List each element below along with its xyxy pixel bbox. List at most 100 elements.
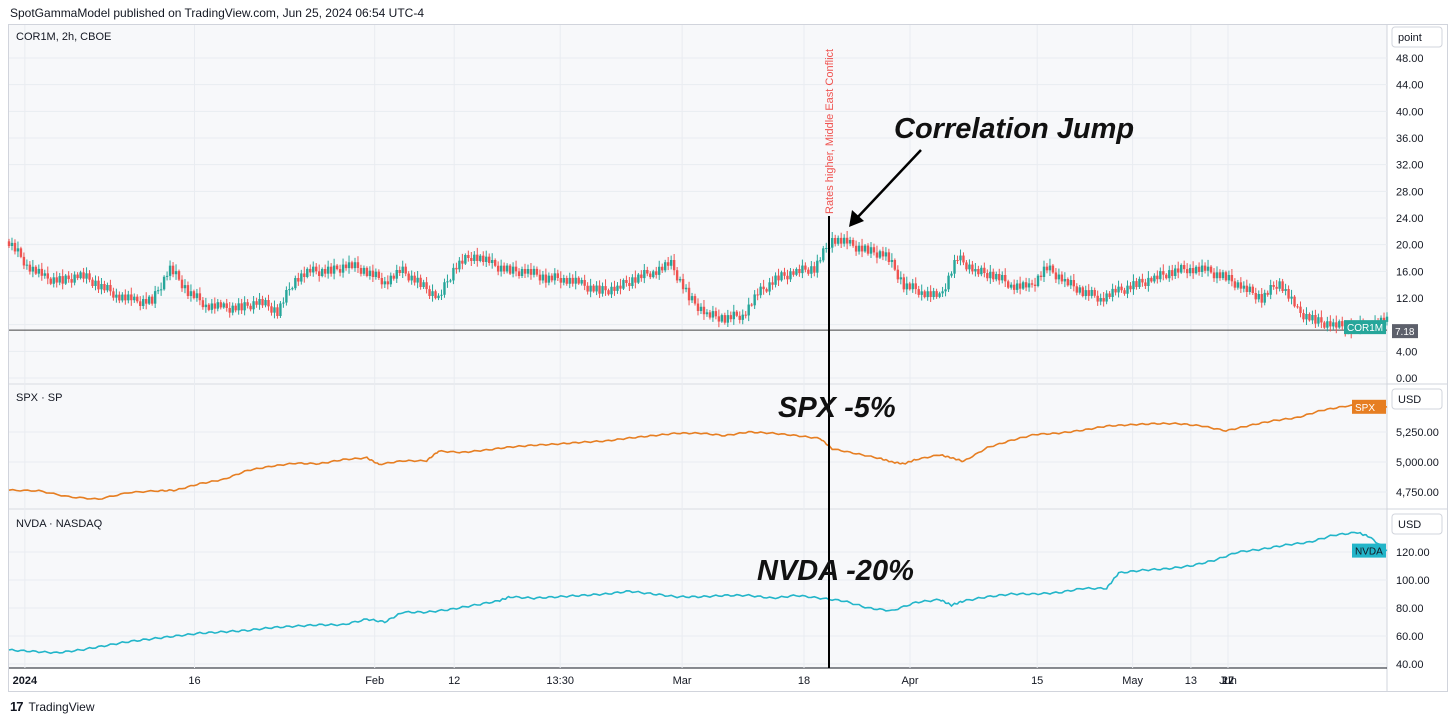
cor1m-candle-body (947, 275, 950, 290)
cor1m-candle-body (276, 307, 279, 316)
x-tick-label: May (1122, 675, 1143, 687)
cor1m-candle-body (920, 291, 923, 295)
cor1m-candle-body (771, 282, 774, 285)
cor1m-candle-body (589, 285, 592, 292)
cor1m-candle-body (759, 286, 762, 296)
nvda-last-tag (1352, 543, 1386, 558)
cor1m-candle-body (1111, 288, 1114, 297)
cor1m-candle-body (380, 278, 384, 285)
cor1m-candle-body (374, 271, 378, 277)
cor1m-candle-body (962, 255, 965, 263)
x-tick-label: Apr (901, 675, 918, 687)
x-tick-label: 13:30 (546, 675, 574, 687)
cor1m-candle-body (1048, 265, 1052, 271)
cor1m-candle-body (1266, 292, 1269, 295)
cor1m-candle-body (1233, 281, 1237, 288)
cor1m-candle-body (216, 302, 219, 309)
cor1m-candle-body (610, 286, 613, 295)
cor1m-candle-body (687, 287, 691, 301)
cor1m-candle-body (49, 278, 52, 284)
cor1m-candle-body (1323, 322, 1326, 328)
cor1m-candle-body (505, 265, 509, 272)
cor1m-candle-body (309, 268, 312, 273)
cor1m-candle-body (1209, 266, 1213, 273)
cor1m-candle-body (986, 273, 989, 279)
cor1m-candle-body (1150, 277, 1153, 282)
cor1m-candle-body (974, 269, 977, 272)
cor1m-candle-body (449, 280, 452, 282)
cor1m-candle-body (37, 268, 41, 274)
cor1m-candle-body (950, 273, 953, 276)
cor1m-candle-body (580, 280, 583, 284)
cor1m-candle-body (312, 266, 315, 273)
cor1m-candle-body (717, 316, 721, 322)
x-tick-label: Jun (1219, 675, 1237, 687)
cor1m-candle-body (70, 279, 73, 283)
cor1m-candle-body (1335, 322, 1338, 328)
cor1m-candle-body (1132, 281, 1135, 290)
cor1m-candle-body (1177, 268, 1180, 273)
cor1m-candle-body (79, 272, 82, 279)
cor1m-candle-body (559, 278, 562, 283)
cor1m-candle-body (1305, 314, 1308, 320)
cor1m-candle-body (389, 275, 392, 285)
cor1m-candle-body (46, 273, 49, 279)
point-unit-box[interactable] (1391, 26, 1443, 48)
cor1m-candle-body (896, 269, 900, 280)
cor1m-candle-body (1206, 266, 1210, 271)
cor1m-candle-body (693, 296, 697, 304)
cor1m-candle-body (798, 269, 801, 274)
cor1m-candle-body (1254, 293, 1257, 300)
nvda-pane-title: NVDA · NASDAQ (16, 518, 103, 530)
cor1m-candle-body (67, 275, 70, 280)
cor1m-candle-body (1156, 275, 1159, 280)
cor1m-candle-body (365, 267, 369, 276)
cor1m-candle-body (822, 248, 825, 261)
cor1m-candle-body (622, 280, 625, 289)
cor1m-candle-body (461, 260, 464, 264)
cor1m-candle-body (440, 294, 443, 296)
cor1m-candle-body (819, 260, 822, 262)
cor1m-candle-body (1066, 279, 1070, 286)
cor1m-candle-body (1257, 294, 1260, 300)
cor1m-candle-body (926, 291, 929, 298)
cor1m-candle-body (496, 265, 500, 272)
cor1m-candle-body (28, 264, 32, 272)
spx-unit-box[interactable] (1391, 388, 1443, 410)
cor1m-candle-body (661, 266, 664, 271)
y-tick-label: 100.00 (1396, 575, 1430, 587)
cor1m-candles (7, 230, 1389, 339)
cor1m-candle-body (684, 287, 688, 290)
cor1m-candle-body (1042, 266, 1046, 277)
cor1m-candle-body (613, 286, 616, 291)
cor1m-candle-body (553, 273, 557, 281)
cor1m-candle-body (598, 285, 601, 294)
cor1m-candle-body (1314, 315, 1317, 324)
cor1m-candle-body (923, 291, 926, 298)
correlation-arrow-head (849, 210, 864, 227)
cor1m-candle-body (64, 275, 67, 284)
cor1m-candle-body (279, 303, 282, 316)
cor1m-last-label: COR1M (1347, 323, 1383, 334)
cor1m-candle-body (222, 303, 225, 308)
cor1m-candle-body (347, 262, 351, 269)
cor1m-candle-body (720, 315, 724, 322)
cor1m-candle-body (583, 280, 586, 286)
cor1m-candle-body (386, 281, 390, 285)
cor1m-candle-body (213, 303, 217, 309)
cor1m-candle-body (1039, 275, 1043, 277)
cor1m-candle-body (476, 254, 479, 261)
cor1m-candle-body (1290, 296, 1293, 299)
cor1m-candle-body (338, 269, 342, 273)
cor1m-candle-body (878, 251, 882, 258)
cor1m-candle-body (523, 269, 527, 274)
cor1m-candle-body (732, 311, 735, 320)
cor1m-candle-body (762, 286, 765, 290)
nvda-unit-box[interactable] (1391, 513, 1443, 535)
cor1m-candle-body (40, 268, 44, 276)
cor1m-candle-body (1275, 286, 1278, 289)
cor1m-candle-body (1117, 286, 1120, 293)
cor1m-candle-body (458, 260, 461, 270)
cor1m-candle-body (490, 260, 494, 263)
